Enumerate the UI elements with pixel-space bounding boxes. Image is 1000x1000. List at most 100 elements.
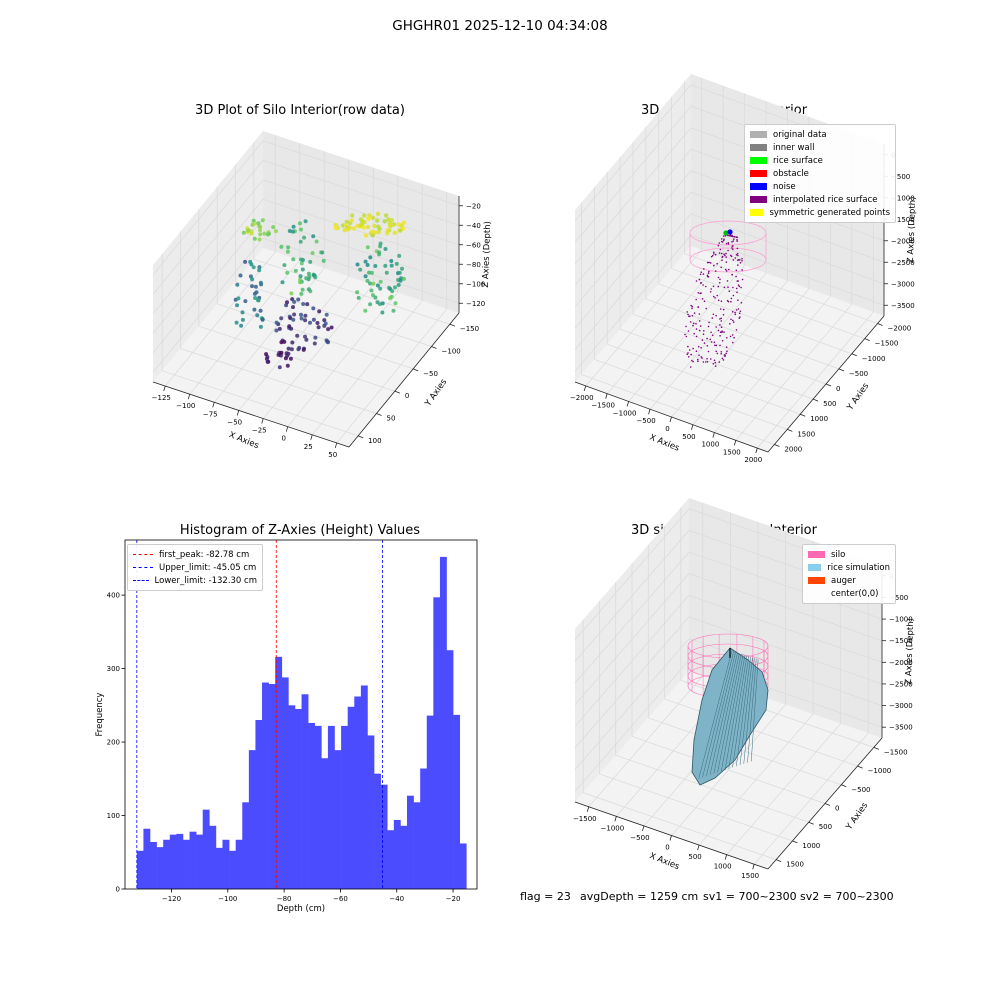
- data-point: [258, 224, 263, 229]
- y-tick: [774, 444, 780, 447]
- interpolated-point: [738, 285, 741, 288]
- surface-mesh-line: [721, 654, 744, 772]
- z-tick-label: −3500: [889, 724, 913, 732]
- x-tick: [586, 806, 590, 812]
- interpolated-point: [732, 286, 734, 289]
- interpolated-point: [689, 366, 692, 368]
- gridline: [198, 325, 395, 392]
- y-tick-label: 500: [823, 400, 836, 408]
- data-point: [264, 352, 269, 357]
- interpolated-point: [733, 238, 735, 240]
- interpolated-point: [707, 350, 710, 353]
- z-tick-label: −40: [466, 222, 481, 230]
- z-tick-label: −20: [466, 202, 481, 210]
- interpolated-point: [712, 363, 715, 365]
- data-point: [240, 310, 245, 315]
- interpolated-point: [691, 305, 693, 308]
- interpolated-point: [714, 365, 717, 367]
- data-point: [321, 258, 326, 263]
- legend-swatch: [750, 196, 767, 203]
- interpolated-point: [735, 329, 738, 331]
- x-tick: [605, 393, 608, 399]
- gridline: [336, 308, 448, 444]
- legend-swatch: [808, 577, 825, 584]
- interpolated-point: [729, 323, 731, 325]
- legend-item: rice surface: [750, 154, 890, 167]
- interpolated-point: [725, 261, 728, 263]
- interpolated-point: [719, 278, 721, 281]
- interpolated-point: [722, 239, 725, 242]
- data-point: [257, 265, 262, 270]
- data-point: [375, 283, 380, 288]
- histogram-bar: [393, 819, 401, 889]
- histogram-bar: [413, 802, 421, 889]
- data-point: [296, 297, 301, 302]
- data-point: [235, 303, 239, 308]
- data-point: [253, 284, 258, 289]
- histogram-bar: [275, 656, 283, 889]
- data-point: [260, 317, 265, 322]
- histogram-bar: [446, 650, 454, 889]
- data-point: [373, 295, 378, 300]
- gridline: [287, 292, 399, 427]
- y-tick: [358, 435, 364, 439]
- y-tick-label: 1500: [797, 430, 815, 438]
- legend-label: inner wall: [773, 142, 815, 153]
- data-point: [258, 308, 263, 313]
- interpolated-point: [721, 331, 723, 333]
- y-tick-label: −2000: [888, 325, 912, 333]
- legend-label: center(0,0): [831, 588, 879, 599]
- interpolated-point: [720, 351, 723, 353]
- interpolated-point: [722, 359, 725, 361]
- gridline: [619, 328, 814, 400]
- status-sv1: sv1 = 700~2300: [703, 890, 797, 903]
- data-point: [365, 245, 370, 250]
- interpolated-point: [687, 330, 690, 332]
- interpolated-point: [734, 236, 736, 238]
- interpolated-point: [705, 361, 707, 363]
- x-tick-label: 25: [304, 443, 313, 451]
- data-point: [264, 356, 269, 361]
- interpolated-point: [725, 346, 728, 349]
- histogram-bar: [136, 850, 144, 889]
- status-sv2: sv2 = 700~2300: [800, 890, 894, 903]
- z-axis-label: Z Axies (Depth): [906, 196, 918, 263]
- interpolated-point: [715, 344, 718, 347]
- interpolated-point: [703, 330, 705, 332]
- histogram-bar: [229, 850, 236, 889]
- gridline: [583, 792, 777, 860]
- interpolated-point: [720, 317, 722, 320]
- data-point: [370, 215, 376, 221]
- y-tick-label: 1000: [802, 842, 820, 850]
- y-tick-label: −150: [460, 325, 479, 333]
- data-point: [303, 318, 308, 323]
- z-tick-label: −500: [891, 173, 910, 181]
- interpolated-point: [697, 345, 700, 348]
- interpolated-point: [739, 259, 741, 261]
- legend-label: noise: [773, 181, 796, 192]
- data-point: [370, 233, 375, 238]
- status-avg-depth: avgDepth = 1259 cm: [580, 890, 699, 903]
- x-tick: [163, 385, 166, 392]
- histogram-bar: [176, 833, 184, 889]
- interpolated-point: [700, 281, 702, 284]
- interpolated-point: [686, 353, 688, 356]
- data-point: [322, 318, 327, 323]
- histogram-bar: [163, 839, 171, 889]
- gridline: [574, 573, 883, 705]
- x-tick-label: 1500: [741, 872, 759, 880]
- data-point: [311, 234, 316, 239]
- interpolated-point: [715, 326, 717, 328]
- data-point: [361, 213, 367, 218]
- data-point: [288, 316, 293, 321]
- gridline: [658, 283, 852, 355]
- x-tick: [712, 432, 715, 438]
- interpolated-point: [732, 240, 735, 242]
- data-point: [370, 229, 375, 234]
- data-point: [351, 226, 356, 231]
- x-tick-label: −1500: [591, 402, 615, 410]
- interpolated-point: [735, 275, 737, 278]
- gridline: [615, 754, 809, 823]
- data-point: [393, 301, 398, 306]
